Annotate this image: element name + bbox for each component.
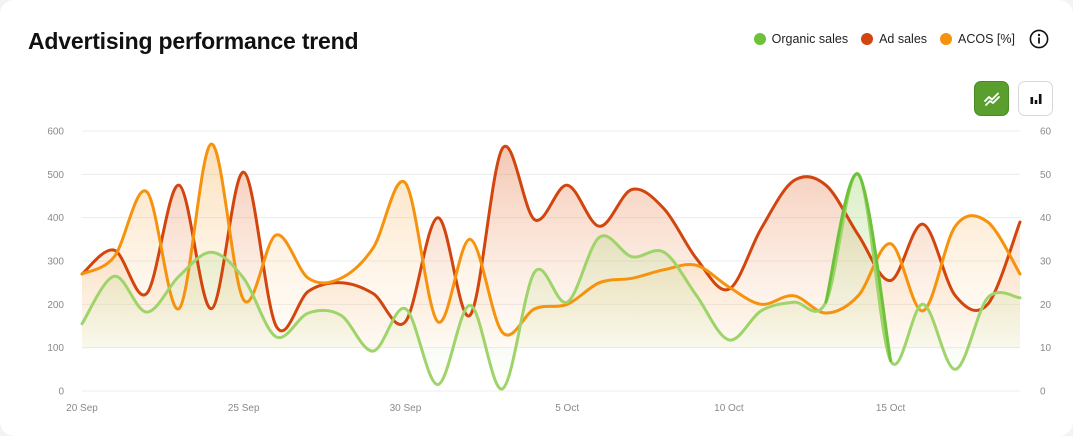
- legend-item-organic-sales[interactable]: Organic sales: [753, 32, 849, 46]
- legend-item-acos[interactable]: ACOS [%]: [940, 32, 1015, 46]
- line-ad-sales[interactable]: [80, 144, 1022, 333]
- line-chart-icon: [983, 90, 1001, 108]
- y-right-tick-label: 10: [1040, 343, 1052, 354]
- y-left-tick-label: 200: [47, 300, 64, 311]
- chart-title: Advertising performance trend: [28, 28, 359, 54]
- x-tick-label: 30 Sep: [390, 403, 422, 414]
- y-right-tick-label: 20: [1040, 300, 1052, 311]
- chart-legend: Organic sales Ad sales ACOS [%]: [741, 29, 1049, 49]
- axes: 0 0 100 10 200 20 300 30 400 40 500 50 600 60 20 Sep 25…: [47, 127, 1051, 415]
- line-view-button[interactable]: [974, 81, 1009, 116]
- y-right-tick-label: 60: [1040, 127, 1052, 138]
- x-tick-label: 10 Oct: [714, 403, 744, 414]
- info-circle-icon[interactable]: [1029, 29, 1049, 49]
- y-right-tick-label: 0: [1040, 387, 1046, 398]
- series-lines: [80, 142, 1022, 391]
- bar-view-button[interactable]: [1018, 81, 1053, 116]
- x-tick-label: 15 Oct: [876, 403, 906, 414]
- legend-label-acos: ACOS [%]: [958, 32, 1015, 46]
- x-tick-label: 5 Oct: [555, 403, 579, 414]
- legend-label-organic-sales: Organic sales: [771, 32, 849, 46]
- line-organic-sales[interactable]: [80, 172, 1022, 391]
- legend-dot-ad-sales: [861, 33, 874, 45]
- x-tick-label: 20 Sep: [66, 403, 98, 414]
- legend-dot-acos: [940, 33, 953, 45]
- bar-chart-icon: [1028, 91, 1044, 107]
- line-organic-sales-peak: [824, 172, 893, 363]
- y-left-tick-label: 400: [47, 213, 64, 224]
- x-tick-label: 25 Sep: [228, 403, 260, 414]
- y-right-tick-label: 50: [1040, 170, 1052, 181]
- legend-item-ad-sales[interactable]: Ad sales: [861, 32, 927, 46]
- area-organic-sales: [82, 173, 1020, 390]
- line-acos[interactable]: [80, 142, 1022, 337]
- y-left-tick-label: 600: [47, 127, 64, 138]
- chart-view-toggle: [965, 81, 1053, 116]
- y-left-tick-label: 100: [47, 343, 64, 354]
- y-left-tick-label: 0: [58, 387, 64, 398]
- y-left-tick-label: 500: [47, 170, 64, 181]
- legend-dot-organic-sales: [753, 33, 766, 45]
- y-right-tick-label: 40: [1040, 213, 1052, 224]
- y-right-tick-label: 30: [1040, 257, 1052, 268]
- legend-label-ad-sales: Ad sales: [879, 32, 928, 46]
- y-left-tick-label: 300: [47, 257, 64, 268]
